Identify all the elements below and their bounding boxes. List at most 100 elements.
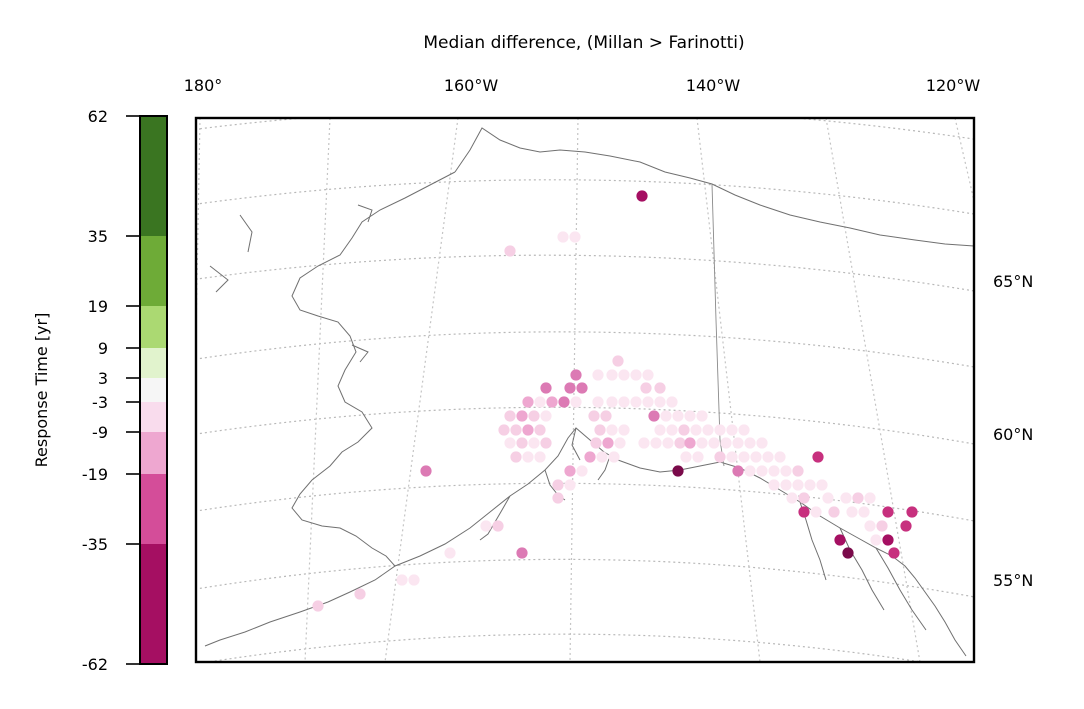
data-point <box>882 506 894 518</box>
data-point <box>840 492 852 504</box>
data-point <box>638 437 650 449</box>
data-point <box>510 451 522 463</box>
data-point <box>312 600 324 612</box>
data-point <box>750 451 762 463</box>
data-point <box>792 465 804 477</box>
data-point <box>842 547 854 559</box>
colorbar-tick-label: -35 <box>82 535 108 554</box>
data-point <box>510 424 522 436</box>
data-point <box>812 451 824 463</box>
colorbar-bin <box>140 306 167 348</box>
data-point <box>666 424 678 436</box>
data-point <box>606 369 618 381</box>
data-point <box>852 492 864 504</box>
data-point <box>678 424 690 436</box>
data-point <box>576 465 588 477</box>
colorbar-tick-label: 9 <box>98 339 108 358</box>
colorbar-bin <box>140 116 167 236</box>
data-point <box>546 396 558 408</box>
data-point <box>618 424 630 436</box>
data-point <box>608 451 620 463</box>
figure-title: Median difference, (Millan > Farinotti) <box>423 33 744 53</box>
data-point <box>650 437 662 449</box>
lat-label-65n: 65°N <box>993 272 1033 291</box>
data-point <box>396 574 408 586</box>
data-point <box>696 437 708 449</box>
data-point <box>590 437 602 449</box>
data-point <box>768 465 780 477</box>
data-point <box>738 451 750 463</box>
data-point <box>798 492 810 504</box>
data-point <box>714 424 726 436</box>
data-point <box>674 437 686 449</box>
data-point <box>780 479 792 491</box>
data-point <box>516 547 528 559</box>
colorbar-bin <box>140 474 167 544</box>
data-point <box>528 410 540 422</box>
data-point <box>834 534 846 546</box>
data-point <box>882 534 894 546</box>
data-point <box>588 410 600 422</box>
colorbar-bin <box>140 432 167 474</box>
colorbar-tick-label: 3 <box>98 369 108 388</box>
data-point <box>828 506 840 518</box>
data-point <box>636 190 648 202</box>
colorbar-bin <box>140 236 167 306</box>
graticule-parallels <box>196 118 974 662</box>
data-point <box>708 437 720 449</box>
data-point <box>774 451 786 463</box>
data-point <box>822 492 834 504</box>
data-point <box>732 437 744 449</box>
data-point <box>726 451 738 463</box>
colorbar-tick-label: 62 <box>88 107 108 126</box>
data-point <box>569 231 581 243</box>
data-point <box>654 396 666 408</box>
data-point <box>584 451 596 463</box>
data-point <box>408 574 420 586</box>
data-point <box>516 437 528 449</box>
data-point <box>522 424 534 436</box>
data-point <box>768 479 780 491</box>
data-point <box>876 520 888 532</box>
data-point <box>798 506 810 518</box>
data-point <box>654 382 666 394</box>
data-point <box>762 451 774 463</box>
data-point <box>900 520 912 532</box>
colorbar-tick-label: -9 <box>92 423 108 442</box>
data-point <box>756 465 768 477</box>
data-point <box>696 410 708 422</box>
data-point <box>680 451 692 463</box>
data-point <box>504 437 516 449</box>
data-point <box>528 437 540 449</box>
data-point <box>606 424 618 436</box>
data-point <box>504 245 516 257</box>
lon-label-180: 180° <box>184 76 223 95</box>
colorbar-tick-label: 35 <box>88 227 108 246</box>
data-point <box>870 534 882 546</box>
data-point <box>692 451 704 463</box>
data-point <box>504 410 516 422</box>
data-point <box>592 396 604 408</box>
data-point <box>642 396 654 408</box>
map-frame <box>194 116 976 664</box>
colorbar-bin <box>140 348 167 378</box>
data-point <box>564 465 576 477</box>
data-point <box>498 424 510 436</box>
data-point <box>614 437 626 449</box>
data-point <box>618 396 630 408</box>
colorbar-bin <box>140 402 167 432</box>
data-point <box>600 410 612 422</box>
colorbar: 62 35 19 9 3 -3 -9 -19 -35 -62 Response Time [yr] <box>32 107 168 674</box>
colorbar-tick-label: 19 <box>88 297 108 316</box>
data-point <box>420 465 432 477</box>
data-point <box>780 465 792 477</box>
data-point <box>906 506 918 518</box>
data-point <box>744 437 756 449</box>
data-point <box>444 547 456 559</box>
data-point <box>786 492 798 504</box>
data-point <box>756 437 768 449</box>
data-point <box>564 479 576 491</box>
data-point <box>666 396 678 408</box>
data-point <box>804 479 816 491</box>
